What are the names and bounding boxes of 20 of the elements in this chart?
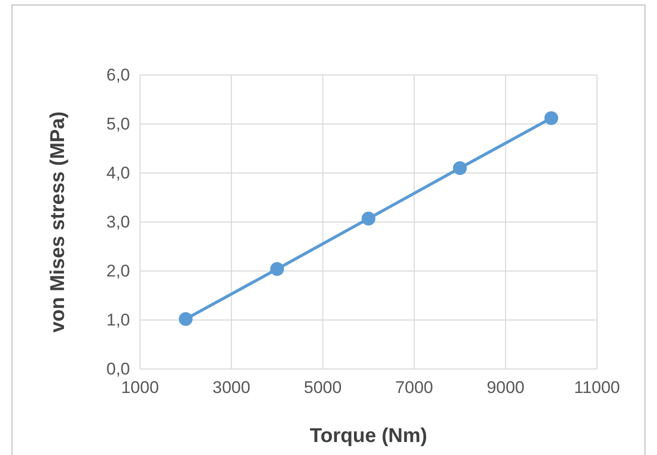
y-tick-label: 4,0 (106, 163, 130, 182)
y-tick-label: 6,0 (106, 65, 130, 84)
x-tick-label: 1000 (121, 378, 159, 398)
y-axis-title: von Mises stress (MPa) (47, 111, 69, 333)
point (362, 212, 376, 226)
x-axis-title: Torque (Nm) (310, 425, 428, 447)
x-tick-label: 3000 (212, 378, 250, 398)
x-tick-label: 11000 (574, 378, 620, 398)
y-tick-label: 1,0 (106, 310, 130, 330)
y-tick-label: 2,0 (106, 261, 130, 280)
y-tick-label: 5,0 (106, 114, 130, 134)
point (452, 161, 467, 175)
point (544, 111, 558, 126)
x-tick-label: 9000 (486, 378, 525, 398)
y-tick-label: 0,0 (106, 359, 130, 378)
y-tick-label: 3,0 (106, 212, 130, 232)
x-tick-label: 7000 (395, 378, 434, 398)
point (270, 262, 284, 276)
x-tick-label: 5000 (304, 378, 342, 398)
point (178, 312, 193, 326)
